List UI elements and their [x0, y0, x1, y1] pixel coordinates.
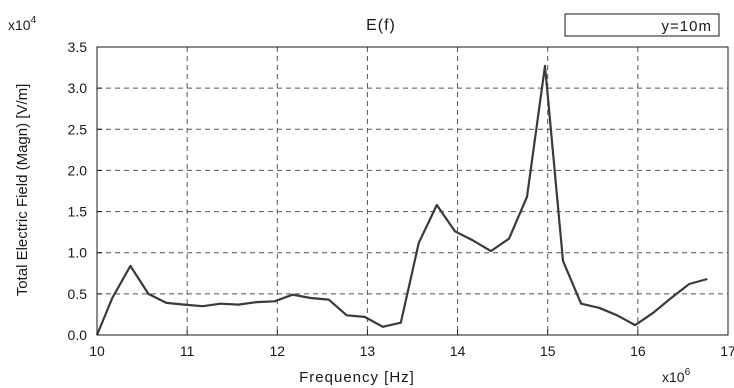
plot-frame [96, 46, 729, 336]
x-axis-multiplier: x106 [662, 367, 691, 385]
x-tick-label: 11 [180, 343, 195, 359]
y-tick-label: 3.0 [68, 80, 88, 96]
y-axis-multiplier: x104 [8, 15, 37, 33]
gridlines [97, 47, 728, 335]
series-layer [95, 64, 708, 336]
y-axis-label: Total Electric Field (Magn) [V/m] [14, 84, 31, 297]
y-tick-label: 1.0 [68, 245, 88, 261]
x-tick-label: 14 [450, 343, 466, 359]
x-tick-label: 13 [360, 343, 376, 359]
x-tick-labels: 10 11 12 13 14 15 16 17 [89, 343, 734, 359]
x-tick-label: 12 [269, 343, 285, 359]
y-tick-labels: 0.0 0.5 1.0 1.5 2.0 2.5 3.0 3.5 [68, 39, 88, 343]
y-tick-label: 1.5 [68, 204, 88, 220]
x-tick-label: 16 [630, 343, 646, 359]
series-line-y10m [95, 64, 708, 336]
y-tick-label: 2.0 [68, 162, 88, 178]
legend-series-label: y=10m [662, 18, 712, 35]
chart-title: E(f) [366, 17, 396, 34]
x-tick-label: 10 [89, 343, 105, 359]
x-tick-label: 15 [540, 343, 556, 359]
x-tick-label: 17 [720, 343, 734, 359]
legend: y=10m [564, 13, 720, 37]
tick-marks [96, 46, 729, 336]
y-tick-label: 0.5 [68, 286, 88, 302]
y-tick-label: 2.5 [68, 121, 88, 137]
x-axis-label: Frequency [Hz] [299, 369, 415, 386]
y-tick-label: 0.0 [68, 327, 88, 343]
legend-box [564, 13, 720, 37]
y-tick-label: 3.5 [68, 39, 88, 55]
